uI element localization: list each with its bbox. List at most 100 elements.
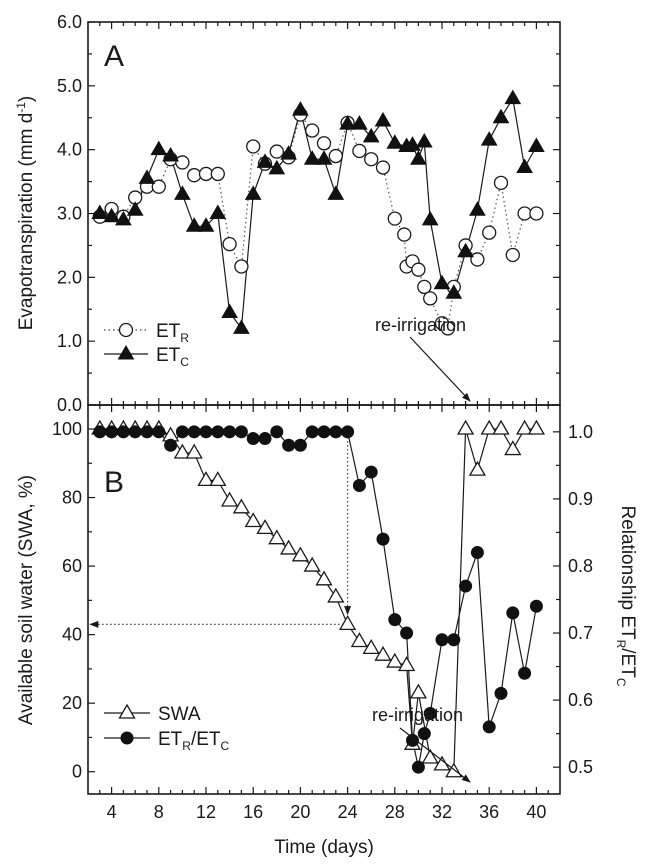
et-r-point <box>352 143 367 159</box>
panel-b-y2-tick-label: 0.8 <box>568 556 593 576</box>
axis-tick-labels: 4 8 12 16 20 24 28 32 36 40 0.0 1.0 2.0 3.0 4.0 5.0 6.0 0… <box>52 12 593 822</box>
x-tick-label: 16 <box>243 802 263 822</box>
etr-etc-ratio-point <box>506 606 520 620</box>
et-r-point <box>198 166 214 182</box>
panel-a-y-tick-label: 5.0 <box>57 76 82 96</box>
svg-text:ETR: ETR <box>156 321 189 345</box>
et-c-point <box>103 207 120 223</box>
swa-point <box>256 519 274 535</box>
axis-ticks <box>88 21 560 794</box>
et-r-point <box>305 123 320 138</box>
swa-point <box>279 539 298 555</box>
etr-etc-ratio-point <box>293 438 307 452</box>
et-r-point <box>269 144 284 159</box>
panel-a-y-tick-label: 2.0 <box>57 267 82 287</box>
etr-etc-ratio-point <box>116 425 130 439</box>
panel-a-y-axis-title: Evapotranspiration (mm d-1) <box>14 96 37 331</box>
swa-point <box>374 645 392 661</box>
legend-entry-et-c: ETC <box>104 344 189 369</box>
etr-etc-ratio-point <box>406 733 419 747</box>
panel-a-annotation: re-irrigation <box>375 315 466 335</box>
et-c-point <box>233 319 250 334</box>
et-c-point <box>115 210 132 226</box>
etr-etc-ratio-point <box>105 425 119 439</box>
panel-a-y-tick-label: 3.0 <box>57 204 82 224</box>
etr-etc-ratio-point <box>152 425 166 439</box>
etr-etc-ratio-point <box>447 633 461 647</box>
swa-point <box>232 498 251 514</box>
swa-point <box>173 443 192 459</box>
svg-text:ETC: ETC <box>156 345 189 369</box>
et-r-point <box>529 206 544 221</box>
et-r-point <box>482 225 497 240</box>
x-tick-label: 40 <box>526 802 546 822</box>
et-c-point <box>433 274 451 290</box>
etr-etc-ratio-point <box>258 432 272 446</box>
panel-b-letter: B <box>104 466 124 499</box>
et-r-point <box>423 291 438 306</box>
et-r-point <box>210 166 225 182</box>
et-r-point <box>187 168 202 183</box>
et-c-point <box>91 204 109 219</box>
panel-b-annotation: re-irrigation <box>372 705 463 725</box>
panel-a-y-tick-label: 0.0 <box>57 395 82 415</box>
etr-etc-ratio-point <box>341 425 355 439</box>
x-tick-label: 24 <box>338 802 358 822</box>
panel-b-annotation-arrow <box>399 727 471 783</box>
swa-point <box>456 419 475 435</box>
etr-etc-ratio-point <box>270 425 284 439</box>
et-r-point <box>493 175 509 191</box>
swa-point <box>480 419 498 435</box>
panel-a-y-tick-label: 4.0 <box>57 140 82 160</box>
et-c-point <box>185 217 203 232</box>
et-c-point <box>457 242 474 258</box>
legend-entry-et-r: ETR <box>104 321 189 345</box>
et-r-point <box>175 155 190 170</box>
etr-etc-ratio-point <box>494 686 508 700</box>
et-c-point <box>374 111 392 127</box>
et-c-point <box>174 185 191 200</box>
panel-b-y-tick-label: 0 <box>72 762 82 782</box>
swa-point <box>185 443 203 459</box>
etr-etc-ratio-point <box>411 760 425 774</box>
et-c-point <box>492 108 510 124</box>
panel-b-y2-tick-label: 0.7 <box>568 623 593 643</box>
panel-b-y-tick-label: 20 <box>62 693 82 713</box>
reference-lines <box>89 428 352 628</box>
swa-point <box>504 440 522 456</box>
x-tick-label: 20 <box>290 802 310 822</box>
et-r-point <box>364 152 379 167</box>
etr-etc-ratio-point <box>140 425 154 439</box>
etr-etc-ratio-point <box>329 425 343 439</box>
swa-point <box>409 683 428 699</box>
et-c-point <box>138 169 156 184</box>
panel-b-y-tick-label: 40 <box>62 625 82 645</box>
panel-a-y-tick-label: 6.0 <box>57 12 82 32</box>
swa-point <box>244 512 262 528</box>
etr-etc-ratio-point <box>482 720 496 734</box>
et-c-point <box>268 159 286 175</box>
et-c-point <box>386 134 404 149</box>
etr-etc-ratio-point <box>376 532 390 546</box>
etr-etc-ratio-point <box>164 438 178 452</box>
etr-etc-ratio-point <box>400 626 414 640</box>
et-c-point <box>516 158 533 174</box>
x-tick-label: 12 <box>196 802 216 822</box>
et-c-point <box>280 145 297 160</box>
swa-point <box>315 570 333 586</box>
et-c-point <box>362 127 380 143</box>
etr-etc-ratio-point <box>417 727 431 741</box>
etr-etc-ratio-point <box>199 425 213 439</box>
etr-etc-ratio-point <box>364 465 378 479</box>
swa-point <box>291 546 310 562</box>
swa-point <box>397 656 416 672</box>
etr-etc-ratio-point <box>423 707 437 721</box>
et-c-point <box>327 185 345 200</box>
x-tick-label: 4 <box>107 802 117 822</box>
swa-point <box>362 639 380 654</box>
et-c-point <box>339 115 356 130</box>
et-c-point <box>303 150 321 165</box>
etr-etc-ratio-point <box>518 666 532 680</box>
etr-etc-ratio-point <box>470 546 484 560</box>
